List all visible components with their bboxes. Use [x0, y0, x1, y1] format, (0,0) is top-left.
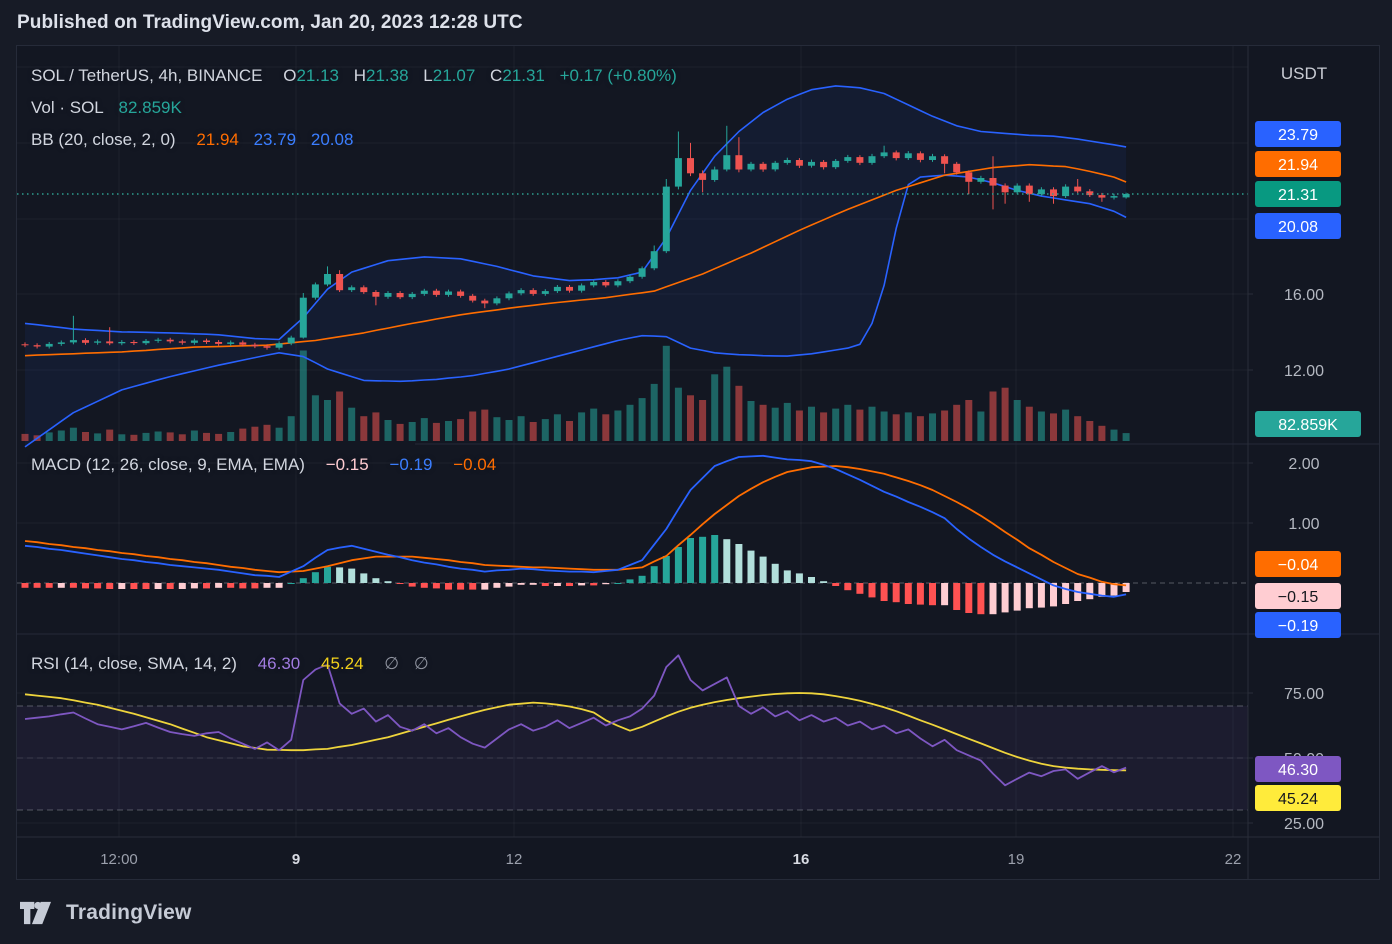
volume-value: 82.859K	[118, 98, 182, 117]
svg-text:16.00: 16.00	[1284, 287, 1324, 304]
svg-text:19: 19	[1008, 851, 1025, 868]
bb-legend-row[interactable]: BB (20, close, 2, 0) 21.94 23.79 20.08	[31, 124, 677, 156]
symbol-legend-row[interactable]: SOL / TetherUS, 4h, BINANCE O21.13 H21.3…	[31, 60, 677, 92]
svg-text:25.00: 25.00	[1284, 816, 1324, 833]
axis-badge	[1255, 551, 1341, 577]
macd-pane[interactable]	[17, 443, 1379, 615]
svg-text:−0.19: −0.19	[1278, 618, 1319, 635]
macd-legend[interactable]: MACD (12, 26, close, 9, EMA, EMA) −0.15 …	[31, 450, 496, 480]
tradingview-logo-icon[interactable]	[20, 901, 55, 925]
volume-label[interactable]: Vol · SOL	[31, 98, 104, 117]
macd-label[interactable]: MACD (12, 26, close, 9, EMA, EMA)	[31, 455, 305, 474]
published-header: Published on TradingView.com, Jan 20, 20…	[0, 0, 1392, 45]
footer: TradingView	[20, 896, 192, 930]
svg-text:2.00: 2.00	[1288, 456, 1319, 473]
axis-currency-label: USDT	[1281, 64, 1327, 83]
price-pane[interactable]	[17, 85, 1248, 448]
svg-text:82.859K: 82.859K	[1278, 417, 1338, 434]
bb-label[interactable]: BB (20, close, 2, 0)	[31, 130, 176, 149]
chart-container: USDT16.0012.002.001.0075.0050.0025.0023.…	[16, 45, 1380, 880]
volume-legend-row[interactable]: Vol · SOL 82.859K	[31, 92, 677, 124]
svg-text:23.79: 23.79	[1278, 127, 1318, 144]
bb-basis-value: 21.94	[196, 130, 239, 149]
axis-badge	[1255, 411, 1361, 437]
main-legend[interactable]: SOL / TetherUS, 4h, BINANCE O21.13 H21.3…	[31, 60, 677, 156]
symbol-title[interactable]: SOL / TetherUS, 4h, BINANCE	[31, 66, 263, 85]
ohlc-close-value: 21.31	[502, 66, 545, 85]
ohlc-open-label: O	[283, 66, 297, 85]
price-scale[interactable]: USDT16.0012.002.001.0075.0050.0025.0023.…	[1247, 46, 1361, 879]
rsi-legend[interactable]: RSI (14, close, SMA, 14, 2) 46.30 45.24 …	[31, 649, 429, 679]
axis-badge	[1255, 756, 1341, 782]
svg-text:75.00: 75.00	[1284, 686, 1324, 703]
axis-badge	[1255, 785, 1341, 811]
svg-text:12.00: 12.00	[1284, 363, 1324, 380]
axis-badge	[1255, 583, 1341, 609]
rsi-empty-slot-2: ∅	[413, 654, 429, 673]
ohlc-open-value: 21.13	[296, 66, 339, 85]
chart-canvas[interactable]: USDT16.0012.002.001.0075.0050.0025.0023.…	[17, 46, 1379, 879]
axis-badge	[1255, 121, 1341, 147]
ohlc-close-label: C	[490, 66, 503, 85]
svg-text:45.24: 45.24	[1278, 791, 1318, 808]
bb-fill	[25, 85, 1127, 447]
macd-signal-value: −0.04	[453, 455, 497, 474]
axis-badge	[1255, 151, 1341, 177]
svg-text:12: 12	[506, 851, 523, 868]
svg-text:12:00: 12:00	[100, 851, 138, 868]
svg-text:−0.15: −0.15	[1278, 589, 1319, 606]
svg-text:21.31: 21.31	[1278, 187, 1318, 204]
ohlc-low-value: 21.07	[432, 66, 476, 85]
rsi-ma-value: 45.24	[320, 654, 364, 673]
svg-text:46.30: 46.30	[1278, 762, 1318, 779]
axis-badge	[1255, 612, 1341, 638]
bb-upper-value: 23.79	[253, 130, 297, 149]
tradingview-brand[interactable]: TradingView	[66, 901, 192, 924]
rsi-band-fill	[17, 706, 1248, 810]
axis-badge	[1255, 181, 1341, 207]
svg-text:21.94: 21.94	[1278, 157, 1318, 174]
bb-lower-value: 20.08	[310, 130, 354, 149]
axis-badge	[1255, 213, 1341, 239]
ohlc-high-value: 21.38	[366, 66, 409, 85]
rsi-value: 46.30	[257, 654, 301, 673]
macd-line-value: −0.19	[389, 455, 433, 474]
svg-text:9: 9	[292, 851, 300, 868]
svg-text:22: 22	[1225, 851, 1242, 868]
rsi-empty-slot-1: ∅	[384, 654, 400, 673]
rsi-label[interactable]: RSI (14, close, SMA, 14, 2)	[31, 654, 237, 673]
time-scale[interactable]: 12:00 9 12 16 19 22	[17, 836, 1379, 868]
svg-text:16: 16	[793, 851, 810, 868]
rsi-pane[interactable]	[17, 633, 1379, 811]
svg-text:20.08: 20.08	[1278, 219, 1318, 236]
svg-text:1.00: 1.00	[1288, 516, 1319, 533]
ohlc-high-label: H	[353, 66, 367, 85]
published-text: Published on TradingView.com, Jan 20, 20…	[17, 11, 523, 33]
change-value: +0.17 (+0.80%)	[559, 66, 677, 85]
macd-hist-value: −0.15	[325, 455, 369, 474]
ohlc-low-label: L	[423, 66, 433, 85]
svg-text:−0.04: −0.04	[1278, 557, 1319, 574]
